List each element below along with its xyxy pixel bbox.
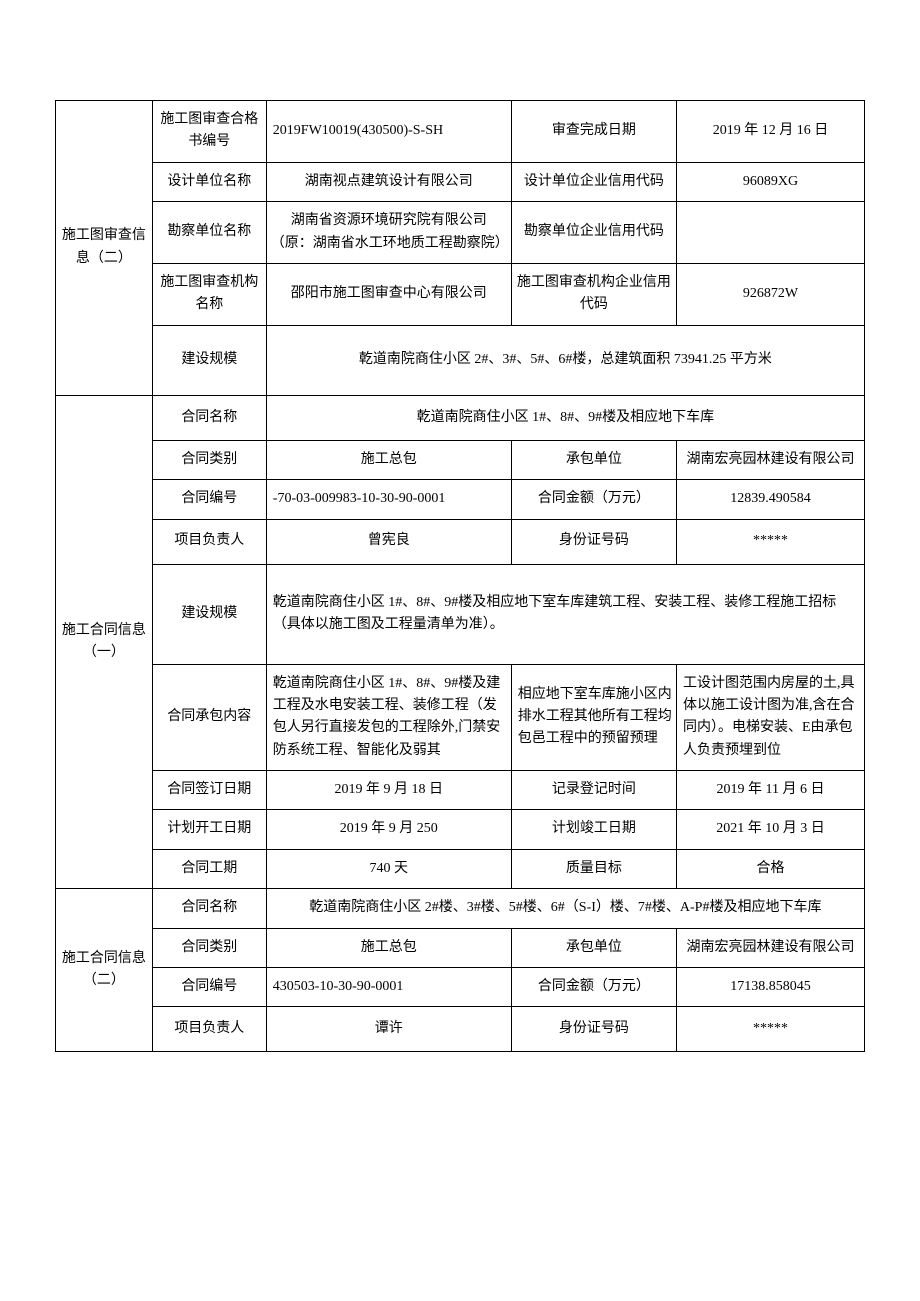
value-cert-no: 2019FW10019(430500)-S-SH xyxy=(266,101,511,163)
table-row: 建设规模 乾道南院商住小区 1#、8#、9#楼及相应地下室车库建筑工程、安装工程… xyxy=(56,564,865,664)
label-id-number-2: 身份证号码 xyxy=(511,1007,676,1052)
value-survey-unit: 湖南省资源环境研究院有限公司（原：湖南省水工环地质工程勘察院） xyxy=(266,202,511,264)
value-contract-name-2: 乾道南院商住小区 2#楼、3#楼、5#楼、6#（S-I）楼、7#楼、A-P#楼及… xyxy=(266,889,864,928)
value-project-manager: 曾宪良 xyxy=(266,519,511,564)
value-contract-number-2: 430503-10-30-90-0001 xyxy=(266,968,511,1007)
table-row: 合同承包内容 乾道南院商住小区 1#、8#、9#楼及建工程及水电安装工程、装修工… xyxy=(56,664,865,771)
label-duration: 合同工期 xyxy=(152,849,266,888)
value-build-scale: 乾道南院商住小区 2#、3#、5#、6#楼，总建筑面积 73941.25 平方米 xyxy=(266,325,864,395)
table-row: 勘察单位名称 湖南省资源环境研究院有限公司（原：湖南省水工环地质工程勘察院） 勘… xyxy=(56,202,865,264)
label-contract-number: 合同编号 xyxy=(152,480,266,519)
label-start-date: 计划开工日期 xyxy=(152,810,266,849)
value-contract-type-2: 施工总包 xyxy=(266,928,511,967)
value-id-number: ***** xyxy=(676,519,864,564)
table-row: 合同类别 施工总包 承包单位 湖南宏亮园林建设有限公司 xyxy=(56,928,865,967)
label-design-unit: 设计单位名称 xyxy=(152,162,266,201)
label-contract-number-2: 合同编号 xyxy=(152,968,266,1007)
table-row: 施工合同信息（二） 合同名称 乾道南院商住小区 2#楼、3#楼、5#楼、6#（S… xyxy=(56,889,865,928)
value-contract-name: 乾道南院商住小区 1#、8#、9#楼及相应地下车库 xyxy=(266,395,864,440)
value-project-manager-2: 谭许 xyxy=(266,1007,511,1052)
label-contract-name: 合同名称 xyxy=(152,395,266,440)
table-row: 项目负责人 谭许 身份证号码 ***** xyxy=(56,1007,865,1052)
info-table: 施工图审查信息（二） 施工图审查合格书编号 2019FW10019(430500… xyxy=(55,100,865,1052)
value-contract-scope-2: 相应地下室车库施小区内排水工程其他所有工程均包邑工程中的预留预理 xyxy=(511,664,676,771)
label-contract-type-2: 合同类别 xyxy=(152,928,266,967)
label-record-date: 记录登记时间 xyxy=(511,771,676,810)
value-build-scale-1: 乾道南院商住小区 1#、8#、9#楼及相应地下室车库建筑工程、安装工程、装修工程… xyxy=(266,564,864,664)
value-contract-amount: 12839.490584 xyxy=(676,480,864,519)
table-row: 计划开工日期 2019 年 9 月 250 计划竣工日期 2021 年 10 月… xyxy=(56,810,865,849)
label-contract-scope: 合同承包内容 xyxy=(152,664,266,771)
value-design-unit-code: 96089XG xyxy=(676,162,864,201)
value-contract-number: -70-03-009983-10-30-90-0001 xyxy=(266,480,511,519)
value-contract-type: 施工总包 xyxy=(266,440,511,479)
label-cert-no: 施工图审查合格书编号 xyxy=(152,101,266,163)
label-survey-unit: 勘察单位名称 xyxy=(152,202,266,264)
value-review-date: 2019 年 12 月 16 日 xyxy=(676,101,864,163)
label-review-org: 施工图审查机构名称 xyxy=(152,263,266,325)
table-row: 合同类别 施工总包 承包单位 湖南宏亮园林建设有限公司 xyxy=(56,440,865,479)
value-survey-unit-code xyxy=(676,202,864,264)
value-design-unit: 湖南视点建筑设计有限公司 xyxy=(266,162,511,201)
value-duration: 740 天 xyxy=(266,849,511,888)
section-header-contract-2: 施工合同信息（二） xyxy=(56,889,153,1052)
table-row: 合同编号 430503-10-30-90-0001 合同金额（万元） 17138… xyxy=(56,968,865,1007)
label-review-org-code: 施工图审查机构企业信用代码 xyxy=(511,263,676,325)
value-review-org: 邵阳市施工图审查中心有限公司 xyxy=(266,263,511,325)
label-contractor-2: 承包单位 xyxy=(511,928,676,967)
label-quality-target: 质量目标 xyxy=(511,849,676,888)
label-design-unit-code: 设计单位企业信用代码 xyxy=(511,162,676,201)
table-row: 合同签订日期 2019 年 9 月 18 日 记录登记时间 2019 年 11 … xyxy=(56,771,865,810)
value-contract-scope-3: 工设计图范围内房屋的土,具体以施工设计图为准,含在合同内）。电梯安装、E由承包人… xyxy=(676,664,864,771)
value-sign-date: 2019 年 9 月 18 日 xyxy=(266,771,511,810)
label-contract-amount: 合同金额（万元） xyxy=(511,480,676,519)
label-contract-type: 合同类别 xyxy=(152,440,266,479)
label-review-date: 审查完成日期 xyxy=(511,101,676,163)
table-row: 施工合同信息（一） 合同名称 乾道南院商住小区 1#、8#、9#楼及相应地下车库 xyxy=(56,395,865,440)
label-id-number: 身份证号码 xyxy=(511,519,676,564)
label-completion-date: 计划竣工日期 xyxy=(511,810,676,849)
table-row: 建设规模 乾道南院商住小区 2#、3#、5#、6#楼，总建筑面积 73941.2… xyxy=(56,325,865,395)
label-contract-name-2: 合同名称 xyxy=(152,889,266,928)
label-build-scale-1: 建设规模 xyxy=(152,564,266,664)
table-row: 施工图审查信息（二） 施工图审查合格书编号 2019FW10019(430500… xyxy=(56,101,865,163)
table-row: 合同工期 740 天 质量目标 合格 xyxy=(56,849,865,888)
label-project-manager: 项目负责人 xyxy=(152,519,266,564)
value-contract-amount-2: 17138.858045 xyxy=(676,968,864,1007)
table-row: 施工图审查机构名称 邵阳市施工图审查中心有限公司 施工图审查机构企业信用代码 9… xyxy=(56,263,865,325)
value-quality-target: 合格 xyxy=(676,849,864,888)
value-contract-scope-1: 乾道南院商住小区 1#、8#、9#楼及建工程及水电安装工程、装修工程（发包人另行… xyxy=(266,664,511,771)
label-project-manager-2: 项目负责人 xyxy=(152,1007,266,1052)
value-contractor: 湖南宏亮园林建设有限公司 xyxy=(676,440,864,479)
label-survey-unit-code: 勘察单位企业信用代码 xyxy=(511,202,676,264)
value-id-number-2: ***** xyxy=(676,1007,864,1052)
value-review-org-code: 926872W xyxy=(676,263,864,325)
table-row: 合同编号 -70-03-009983-10-30-90-0001 合同金额（万元… xyxy=(56,480,865,519)
table-row: 项目负责人 曾宪良 身份证号码 ***** xyxy=(56,519,865,564)
label-sign-date: 合同签订日期 xyxy=(152,771,266,810)
value-start-date: 2019 年 9 月 250 xyxy=(266,810,511,849)
value-record-date: 2019 年 11 月 6 日 xyxy=(676,771,864,810)
label-contract-amount-2: 合同金额（万元） xyxy=(511,968,676,1007)
label-build-scale: 建设规模 xyxy=(152,325,266,395)
section-header-drawing-review-2: 施工图审查信息（二） xyxy=(56,101,153,396)
value-completion-date: 2021 年 10 月 3 日 xyxy=(676,810,864,849)
label-contractor: 承包单位 xyxy=(511,440,676,479)
table-row: 设计单位名称 湖南视点建筑设计有限公司 设计单位企业信用代码 96089XG xyxy=(56,162,865,201)
section-header-contract-1: 施工合同信息（一） xyxy=(56,395,153,889)
value-contractor-2: 湖南宏亮园林建设有限公司 xyxy=(676,928,864,967)
